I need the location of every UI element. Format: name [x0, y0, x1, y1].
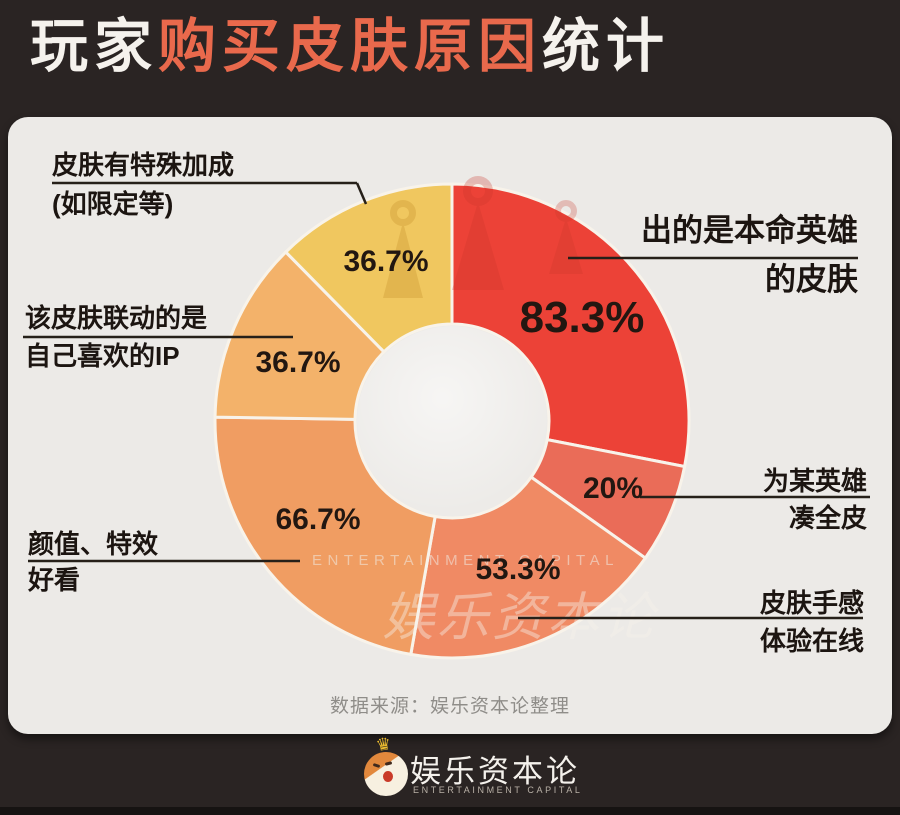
pie-segment-0 [450, 182, 691, 469]
pie-segment-4 [213, 249, 387, 421]
callout-feel: 皮肤手感 体验在线 [760, 584, 864, 660]
callout-main-hero-line2: 的皮肤 [765, 262, 858, 297]
percent-label-ip: 36.7% [255, 346, 341, 379]
callout-bonus-line1: 皮肤有特殊加成 [52, 150, 235, 180]
percent-label-main-hero: 83.3% [519, 293, 645, 342]
callout-ip: 该皮肤联动的是 自己喜欢的IP [25, 299, 207, 375]
callout-feel-line1: 皮肤手感 [759, 588, 864, 618]
watermark-en: ENTERTAINMENT CAPITAL [312, 552, 619, 569]
callout-ip-line1: 该皮肤联动的是 [25, 303, 208, 333]
title-part1: 玩家 [30, 14, 159, 79]
percent-label-looks: 66.7% [275, 503, 361, 536]
percent-label-feel: 53.3% [475, 553, 561, 586]
brand-name-en: ENTERTAINMENT CAPITAL [413, 785, 583, 795]
donut-chart [213, 182, 691, 660]
brand-name-cn: 娱乐资本论 [410, 754, 580, 790]
page-title: 玩家购买皮肤原因统计 [30, 14, 670, 80]
title-part2: 购买皮肤原因 [158, 14, 543, 79]
callout-feel-line2: 体验在线 [759, 626, 864, 656]
title-part3: 统计 [542, 14, 671, 79]
percent-label-bonus: 36.7% [343, 245, 429, 278]
callout-main-hero-line1: 出的是本命英雄 [641, 213, 858, 248]
pie-segment-3 [213, 415, 437, 657]
callout-collect-all-line1: 为某英雄 [762, 466, 867, 496]
callout-bonus-line2: (如限定等) [52, 189, 174, 219]
callout-main-hero: 出的是本命英雄 的皮肤 [641, 206, 858, 304]
callout-bonus: 皮肤有特殊加成 (如限定等) [52, 146, 234, 224]
pie-segment-5 [283, 182, 454, 354]
percent-label-collect-all: 20% [582, 472, 644, 505]
source-note: 数据来源：娱乐资本论整理 [329, 696, 570, 717]
bottom-strip [0, 807, 900, 815]
callout-looks: 颜值、特效 好看 [28, 526, 158, 598]
callout-ip-line2: 自己喜欢的IP [25, 341, 180, 371]
mascot-mouth [381, 769, 395, 784]
callout-collect-all: 为某英雄 凑全皮 [763, 463, 867, 537]
callout-looks-line1: 颜值、特效 [28, 529, 159, 559]
callout-collect-all-line2: 凑全皮 [788, 503, 867, 533]
footer: ♛ 娱乐资本论 ENTERTAINMENT CAPITAL [0, 734, 900, 815]
donut-hole [357, 326, 547, 516]
pie-segment-2 [409, 475, 648, 660]
brand-mascot-logo: ♛ [360, 734, 414, 803]
callout-looks-line2: 好看 [28, 565, 81, 595]
